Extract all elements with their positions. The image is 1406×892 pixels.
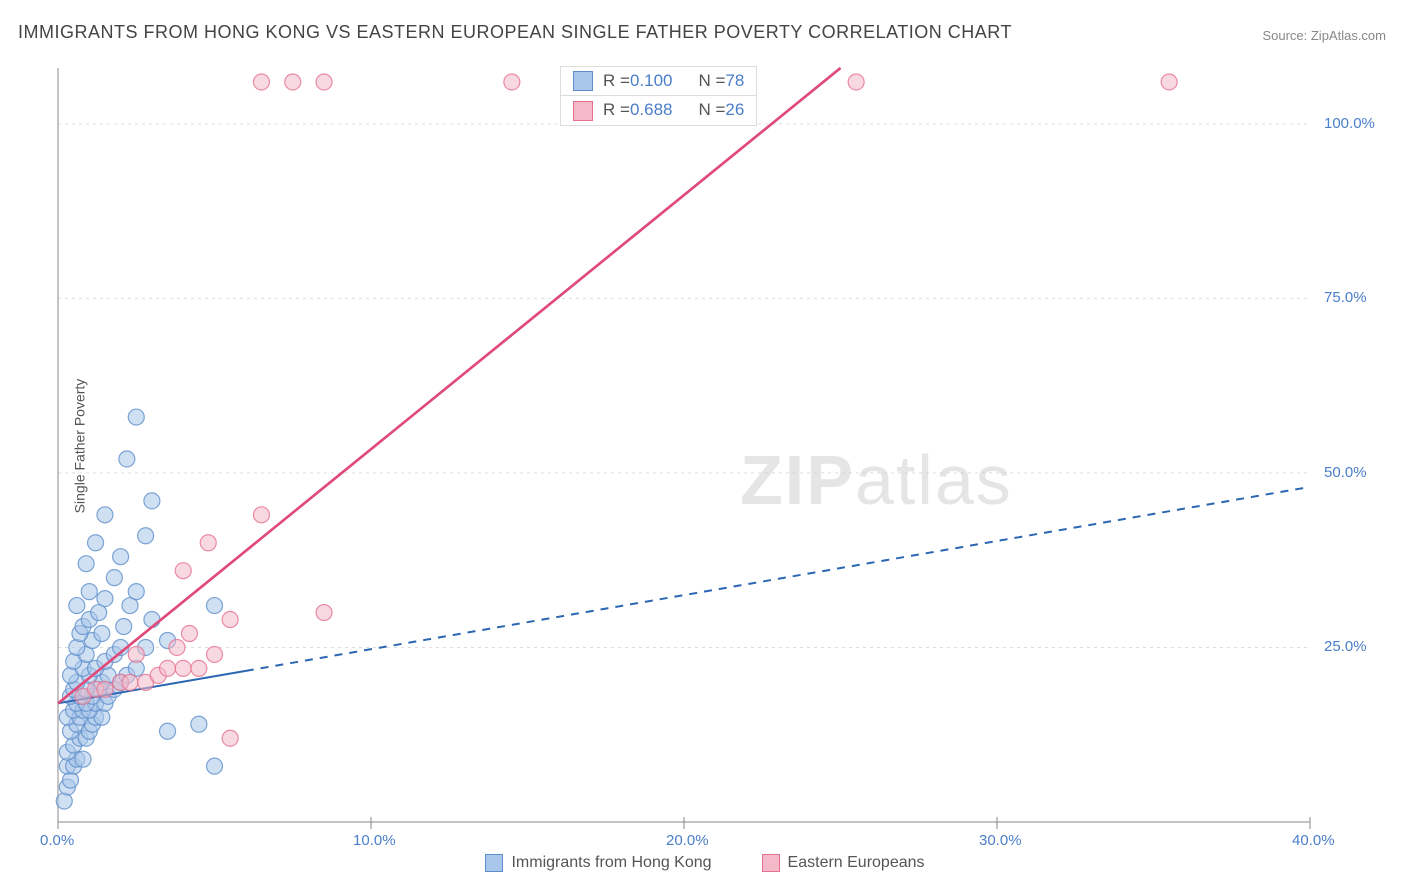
source-prefix: Source: bbox=[1262, 28, 1310, 43]
legend-r-value: 0.100 bbox=[630, 71, 673, 91]
correlation-legend: R = 0.100 N = 78 R = 0.688 N = 26 bbox=[560, 66, 757, 126]
legend-n-label: N = bbox=[698, 100, 725, 120]
legend-r-value: 0.688 bbox=[630, 100, 673, 120]
x-tick-label: 30.0% bbox=[979, 832, 1022, 849]
legend-item-hk: Immigrants from Hong Kong bbox=[485, 854, 711, 872]
legend-row: R = 0.688 N = 26 bbox=[561, 96, 756, 124]
scatter-plot bbox=[50, 60, 1360, 830]
legend-item-ee: Eastern Europeans bbox=[762, 854, 925, 872]
source-attribution: Source: ZipAtlas.com bbox=[1262, 28, 1386, 43]
legend-r-label: R = bbox=[603, 71, 630, 91]
chart-area: ZIPatlas bbox=[50, 60, 1360, 830]
x-tick-label: 40.0% bbox=[1292, 832, 1335, 849]
legend-swatch bbox=[485, 854, 503, 872]
y-tick-label: 75.0% bbox=[1324, 289, 1367, 306]
x-tick-label: 10.0% bbox=[353, 832, 396, 849]
x-tick-label: 0.0% bbox=[40, 832, 74, 849]
legend-r-label: R = bbox=[603, 100, 630, 120]
legend-swatch bbox=[573, 101, 593, 121]
legend-label: Eastern Europeans bbox=[788, 854, 925, 872]
legend-swatch bbox=[762, 854, 780, 872]
legend-n-value: 26 bbox=[725, 100, 744, 120]
legend-swatch bbox=[573, 71, 593, 91]
y-tick-label: 25.0% bbox=[1324, 638, 1367, 655]
series-legend: Immigrants from Hong Kong Eastern Europe… bbox=[50, 854, 1360, 872]
legend-row: R = 0.100 N = 78 bbox=[561, 67, 756, 96]
source-link[interactable]: ZipAtlas.com bbox=[1311, 28, 1386, 43]
y-tick-label: 100.0% bbox=[1324, 115, 1375, 132]
legend-label: Immigrants from Hong Kong bbox=[511, 854, 711, 872]
x-tick-label: 20.0% bbox=[666, 832, 709, 849]
y-tick-label: 50.0% bbox=[1324, 464, 1367, 481]
chart-title: IMMIGRANTS FROM HONG KONG VS EASTERN EUR… bbox=[18, 22, 1012, 43]
legend-n-value: 78 bbox=[725, 71, 744, 91]
legend-n-label: N = bbox=[698, 71, 725, 91]
